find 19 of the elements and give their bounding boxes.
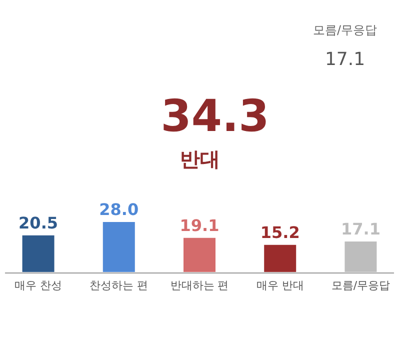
bar [22,235,54,272]
bar [102,222,135,272]
text: 17.1 [324,49,366,70]
data-label: 19.1 [180,216,220,235]
data-label: 20.5 [18,213,58,232]
data-label: 28.0 [99,200,139,219]
x-tick-label: 모름/무응답 [331,279,390,292]
data-label: 17.1 [340,219,380,238]
x-tick-label: 매우 반대 [256,279,304,292]
data-label: 15.2 [260,222,300,242]
x-tick-label: 찬성하는 편 [90,279,148,292]
x-tick-label: 매우 찬성 [14,279,62,292]
text: 34.3 [160,91,270,142]
bar [344,241,377,272]
x-tick-label: 반대하는 편 [170,279,229,292]
text: 반대 [180,147,220,171]
bar [184,238,216,272]
text: 모름/무응답 [312,23,378,37]
bar [264,244,296,272]
